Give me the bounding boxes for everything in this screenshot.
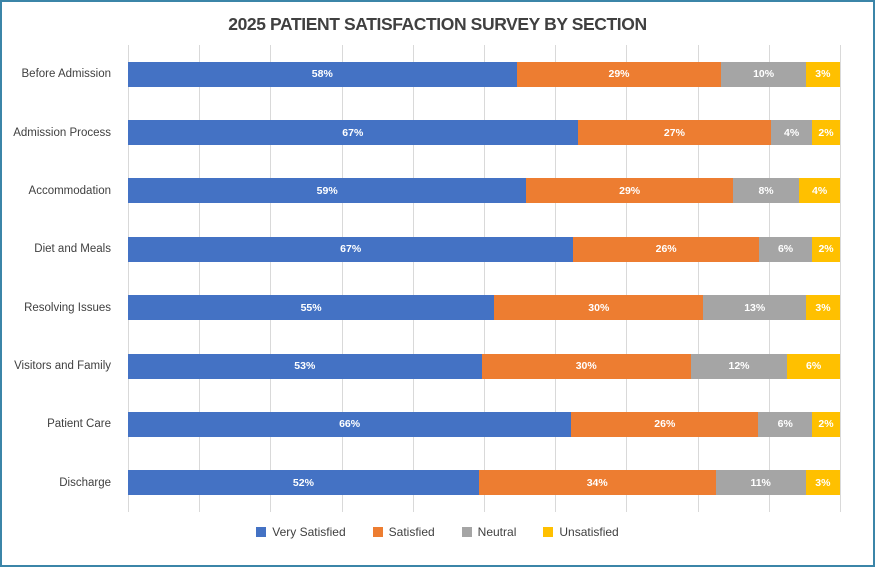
table-row: 67% 27% 4% 2% (128, 103, 840, 161)
bar-rows: 58% 29% 10% 3% 67% 27% 4% 2% 59% 29% 8% 4% 67% 26% 6% 2… (128, 45, 841, 512)
bar-segment: 67% (128, 120, 578, 146)
bar-segment: 3% (805, 61, 840, 87)
legend-swatch-icon (256, 527, 267, 537)
legend-label: Satisfied (388, 525, 435, 539)
bar-segment: 66% (128, 411, 572, 437)
legend-label: Unsatisfied (559, 525, 619, 539)
stacked-bar: 53% 30% 12% 6% (128, 353, 840, 379)
category-label: Patient Care (47, 418, 111, 431)
table-row: 66% 26% 6% 2% (128, 395, 840, 453)
bar-segment: 29% (526, 178, 733, 204)
legend-item: Satisfied (372, 525, 435, 539)
gridline (199, 45, 201, 512)
table-row: 55% 30% 13% 3% (128, 279, 841, 337)
gridline (768, 45, 770, 512)
legend-swatch-icon (543, 527, 554, 537)
stacked-bar: 55% 30% 13% 3% (128, 295, 841, 321)
bar-segment: 3% (805, 470, 840, 496)
stacked-bar: 67% 26% 6% 2% (128, 236, 840, 262)
stacked-bar: 59% 29% 8% 4% (128, 178, 840, 204)
legend: Very Satisfied Satisfied Neutral Unsatisfie… (2, 525, 873, 539)
bar-segment: 12% (690, 353, 788, 379)
category-label: Admission Process (13, 126, 111, 139)
bar-segment: 8% (732, 178, 800, 204)
category-label: Resolving Issues (24, 301, 111, 314)
bar-segment: 2% (812, 411, 840, 437)
table-row: 53% 30% 12% 6% (128, 337, 840, 395)
legend-item: Very Satisfied (256, 525, 346, 539)
category-label: Visitors and Family (14, 360, 111, 373)
gridline (697, 45, 699, 512)
category-label: Discharge (59, 476, 111, 489)
legend-swatch-icon (372, 527, 383, 537)
gridline (626, 45, 628, 512)
stacked-bar-chart: Before Admission Admission Process Accommo… (2, 45, 873, 512)
legend-item: Neutral (461, 525, 517, 539)
category-axis: Before Admission Admission Process Accommo… (2, 45, 128, 512)
bar-segment: 30% (481, 353, 691, 379)
bar-segment: 2% (812, 236, 840, 262)
bar-segment: 67% (128, 236, 574, 262)
gridline (341, 45, 343, 512)
legend-label: Neutral (477, 525, 517, 539)
table-row: 67% 26% 6% 2% (128, 220, 840, 278)
table-row: 58% 29% 10% 3% (128, 45, 840, 103)
bar-segment: 4% (799, 178, 840, 204)
bar-segment: 27% (577, 120, 772, 146)
bar-segment: 6% (787, 353, 840, 379)
gridline (270, 45, 272, 512)
bar-segment: 58% (128, 61, 517, 87)
table-row: 59% 29% 8% 4% (128, 162, 840, 220)
bar-segment: 26% (573, 236, 759, 262)
bar-segment: 29% (516, 61, 722, 87)
bar-segment: 2% (812, 120, 840, 146)
plot-area: 58% 29% 10% 3% 67% 27% 4% 2% 59% 29% 8% 4% 67% 26% 6% 2… (128, 45, 841, 512)
legend-label: Very Satisfied (272, 525, 346, 539)
legend-swatch-icon (461, 527, 472, 537)
gridline (484, 45, 485, 512)
table-row: 52% 34% 11% 3% (128, 454, 840, 512)
bar-segment: 11% (715, 470, 806, 496)
bar-segment: 59% (128, 178, 527, 204)
category-label: Before Admission (21, 68, 112, 81)
legend-item: Unsatisfied (543, 525, 619, 539)
category-label: Accommodation (28, 184, 111, 197)
stacked-bar: 67% 27% 4% 2% (128, 120, 840, 146)
bar-segment: 3% (806, 295, 841, 321)
chart-title: 2025 PATIENT SATISFACTION SURVEY BY SECT… (228, 14, 647, 34)
bar-segment: 30% (494, 295, 704, 321)
gridline (840, 45, 841, 512)
bar-segment: 4% (771, 120, 813, 146)
bar-segment: 6% (758, 411, 813, 437)
bar-segment: 34% (478, 470, 716, 496)
bar-segment: 13% (703, 295, 806, 321)
category-label: Diet and Meals (34, 243, 111, 256)
bar-segment: 26% (571, 411, 759, 437)
bar-segment: 10% (721, 61, 806, 87)
stacked-bar: 58% 29% 10% 3% (128, 61, 840, 87)
gridline (555, 45, 557, 512)
bar-segment: 53% (128, 353, 482, 379)
gridline (128, 45, 129, 512)
bar-segment: 55% (128, 295, 495, 321)
bar-segment: 6% (758, 236, 813, 262)
gridline (412, 45, 414, 512)
bar-segment: 52% (128, 470, 479, 496)
stacked-bar: 52% 34% 11% 3% (128, 470, 840, 496)
stacked-bar: 66% 26% 6% 2% (128, 411, 840, 437)
